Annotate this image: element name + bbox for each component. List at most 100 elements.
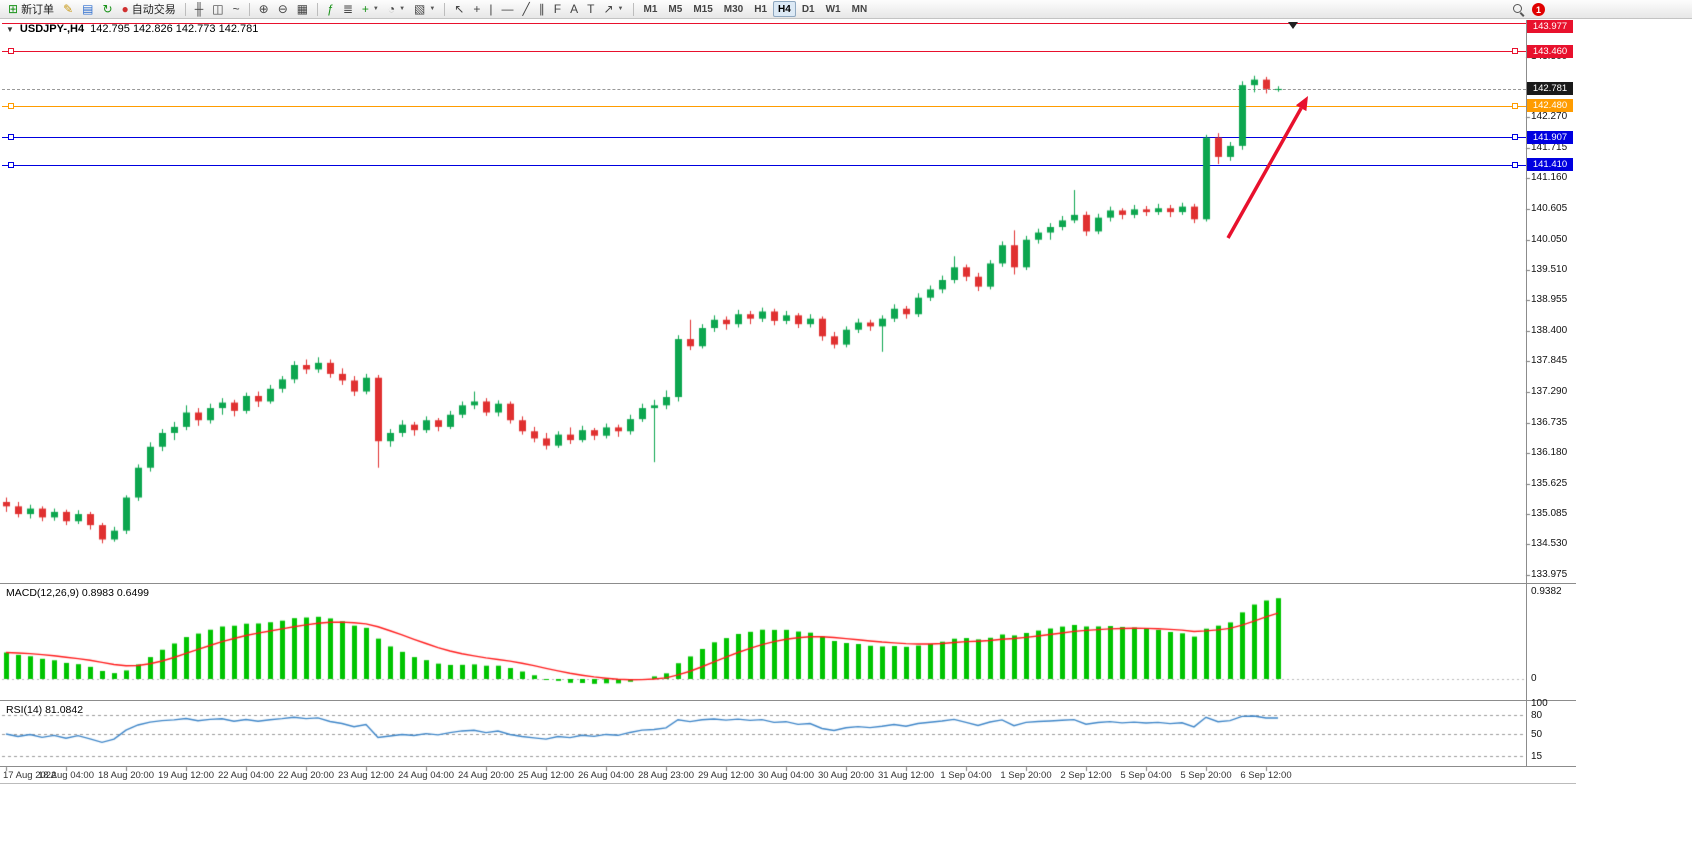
tile-windows-button[interactable]: ▦ — [293, 1, 312, 18]
timeframe-m30-button[interactable]: M30 — [723, 4, 744, 15]
price-tick-label: 136.735 — [1531, 416, 1568, 428]
price-tick-label: 135.085 — [1531, 507, 1568, 519]
rsi-axis-label: 100 — [1531, 698, 1548, 709]
macd-axis-label: 0.9382 — [1531, 586, 1562, 597]
one-click-trading-toggle[interactable]: ▼ — [6, 24, 14, 34]
indicators-list-button[interactable]: ƒ — [323, 1, 338, 18]
price-tick-label: 140.050 — [1531, 233, 1568, 245]
bar-chart-mode-button[interactable]: ╫ — [191, 1, 208, 18]
macd-indicator-label: MACD(12,26,9) 0.8983 0.6499 — [6, 587, 150, 599]
bar-chart-mode-icon: ╫ — [194, 2, 204, 16]
rsi-indicator-label: RSI(14) 81.0842 — [6, 704, 84, 716]
time-tick-label: 31 Aug 12:00 — [878, 770, 934, 781]
meta-editor-icon: ✎ — [63, 2, 74, 16]
price-tick-label: 141.715 — [1531, 141, 1568, 153]
timeframe-m15-button[interactable]: M15 — [693, 4, 713, 15]
channel-tool-icon: ∥ — [538, 2, 545, 16]
caret-down-icon: ▼ — [399, 6, 406, 12]
data-window-button[interactable]: ≣ — [339, 1, 357, 18]
time-tick-label: 19 Aug 12:00 — [158, 770, 214, 781]
toolbar-separator — [317, 2, 319, 16]
target-line-orange-price-label: 142.480 — [1527, 99, 1573, 113]
toolbar-right-group: 1 — [1512, 0, 1545, 19]
chart-symbol-period: USDJPY-,H4 — [19, 23, 85, 35]
chart-shift-marker[interactable] — [1288, 22, 1298, 29]
vertical-line-tool-button[interactable]: | — [485, 1, 496, 18]
fibonacci-tool-icon: F — [553, 2, 562, 16]
time-tick-label: 25 Aug 12:00 — [518, 770, 574, 781]
search-icon[interactable] — [1512, 3, 1525, 16]
price-tick-label: 138.400 — [1531, 324, 1568, 336]
zoom-in-button[interactable]: ⊕ — [255, 1, 273, 18]
time-tick-label: 24 Aug 04:00 — [398, 770, 454, 781]
timeframe-m1-button[interactable]: M1 — [643, 4, 658, 15]
main-toolbar: ⊞ 新订单 ✎ ▤ ↻ ● 自动交易 ╫ ◫ ~ ⊕ ⊖ ▦ ƒ ≣ + ▼ ◔ ▼ ▧ ▼ ↖ + | — ╱ ∥ F A T ↗ ▼ M1 M… — [0, 0, 1692, 19]
time-tick-label: 28 Aug 23:00 — [638, 770, 694, 781]
periods-button[interactable]: ◔ ▼ — [384, 1, 409, 18]
line-chart-mode-button[interactable]: ~ — [229, 1, 244, 18]
caret-down-icon: ▼ — [617, 6, 624, 12]
price-tick-label: 139.510 — [1531, 263, 1568, 275]
time-tick-label: 6 Sep 12:00 — [1240, 770, 1292, 781]
text-tool-button[interactable]: A — [566, 1, 582, 18]
time-tick-label: 24 Aug 20:00 — [458, 770, 514, 781]
price-axis-border — [1526, 20, 1527, 766]
timeframe-mn-button[interactable]: MN — [851, 4, 868, 15]
rsi-axis-label: 15 — [1531, 750, 1543, 762]
horizontal-line-tool-button[interactable]: — — [498, 1, 518, 18]
auto-trading-icon: ● — [121, 2, 129, 16]
time-tick-label: 1 Sep 04:00 — [940, 770, 992, 781]
data-window-icon: ≣ — [342, 2, 353, 16]
timeframe-h4-button[interactable]: H4 — [773, 1, 796, 17]
rsi-axis-label: 50 — [1531, 729, 1543, 740]
cursor-button[interactable]: ↖ — [450, 1, 468, 18]
time-tick-label: 5 Sep 20:00 — [1180, 770, 1232, 781]
candlestick-mode-button[interactable]: ◫ — [208, 1, 227, 18]
templates-icon: ▧ — [414, 2, 426, 16]
time-tick-label: 2 Sep 12:00 — [1060, 770, 1112, 781]
cursor-icon: ↖ — [454, 2, 465, 16]
arrows-tool-button[interactable]: ↗ ▼ — [599, 1, 627, 18]
market-watch-icon: ▤ — [82, 2, 94, 16]
time-axis[interactable]: 17 Aug 2022 18 Aug 04:00 18 Aug 20:00 19 Au… — [0, 766, 1526, 784]
templates-button[interactable]: ▧ ▼ — [410, 1, 439, 18]
caret-down-icon: ▼ — [372, 6, 379, 12]
timeframe-d1-button[interactable]: D1 — [801, 4, 815, 15]
price-tick-label: 136.180 — [1531, 447, 1568, 459]
new-order-button[interactable]: ⊞ 新订单 — [4, 1, 58, 18]
resistance-line-top-price-label: 143.977 — [1527, 20, 1573, 33]
crosshair-button[interactable]: + — [469, 1, 484, 18]
panel-divider-rsi[interactable] — [0, 700, 1576, 701]
time-tick-label: 1 Sep 20:00 — [1000, 770, 1052, 781]
price-tick-label: 137.845 — [1531, 355, 1568, 367]
bid-price-line-price-label: 142.781 — [1527, 82, 1573, 96]
time-tick-label: 22 Aug 20:00 — [278, 770, 334, 781]
time-tick-label: 5 Sep 04:00 — [1120, 770, 1172, 781]
new-order-label: 新订单 — [21, 4, 55, 16]
price-tick-label: 135.625 — [1531, 478, 1568, 489]
panel-divider-macd[interactable] — [0, 583, 1576, 584]
timeframe-w1-button[interactable]: W1 — [825, 4, 841, 15]
timeframe-m5-button[interactable]: M5 — [668, 4, 683, 15]
add-indicator-button[interactable]: + ▼ — [358, 1, 383, 18]
auto-trading-button[interactable]: ● 自动交易 — [118, 1, 180, 18]
timeframe-h1-button[interactable]: H1 — [754, 4, 768, 15]
notifications-badge[interactable]: 1 — [1532, 3, 1545, 16]
time-tick-label: 18 Aug 20:00 — [98, 770, 154, 781]
channel-tool-button[interactable]: ∥ — [535, 1, 549, 18]
market-watch-button[interactable]: ▤ — [78, 1, 97, 18]
time-tick-label: 23 Aug 12:00 — [338, 770, 394, 781]
auto-trading-label: 自动交易 — [131, 4, 176, 16]
label-tool-button[interactable]: T — [583, 1, 598, 18]
trendline-tool-button[interactable]: ╱ — [519, 1, 534, 18]
caret-down-icon: ▼ — [429, 6, 436, 12]
horizontal-line-tool-icon: — — [501, 2, 514, 16]
zoom-in-icon: ⊕ — [258, 2, 269, 16]
refresh-charts-button[interactable]: ↻ — [98, 1, 116, 18]
fibonacci-tool-button[interactable]: F — [550, 1, 565, 18]
zoom-out-button[interactable]: ⊖ — [274, 1, 292, 18]
meta-editor-button[interactable]: ✎ — [59, 1, 77, 18]
price-tick-label: 138.955 — [1531, 294, 1568, 306]
